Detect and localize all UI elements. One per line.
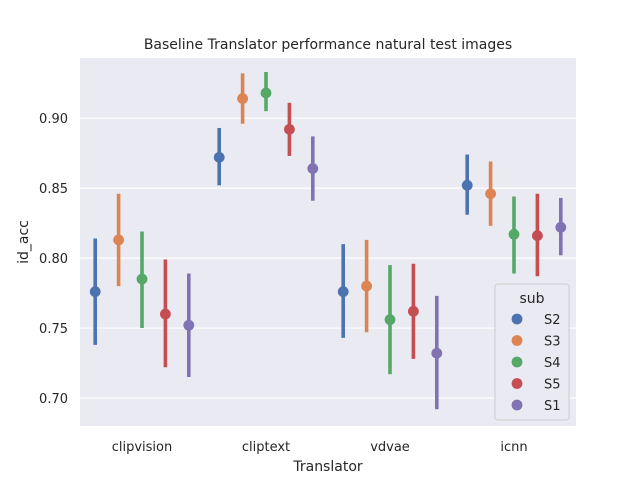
y-tick-label: 0.80 bbox=[39, 252, 68, 267]
legend-marker bbox=[511, 378, 523, 389]
data-point bbox=[532, 230, 543, 242]
legend-item-S3: S3 bbox=[511, 335, 561, 350]
data-point bbox=[183, 319, 195, 331]
data-point bbox=[384, 314, 396, 326]
data-point bbox=[555, 221, 567, 233]
data-point bbox=[508, 228, 520, 240]
series-S3 bbox=[113, 73, 496, 333]
plot-area bbox=[80, 58, 576, 426]
data-point bbox=[337, 286, 349, 298]
legend-marker bbox=[511, 399, 523, 411]
x-tick-labels: clipvision cliptext vdvae icnn bbox=[112, 440, 528, 455]
legend-item-S2: S2 bbox=[511, 313, 561, 328]
data-point bbox=[113, 234, 124, 246]
y-axis-label: id_acc bbox=[16, 220, 32, 264]
legend-label: S3 bbox=[544, 335, 561, 350]
data-point bbox=[485, 188, 496, 200]
x-tick-label: vdvae bbox=[370, 440, 410, 455]
data-point bbox=[431, 347, 443, 359]
legend-label: S2 bbox=[544, 313, 561, 328]
chart-title: Baseline Translator performance natural … bbox=[144, 37, 512, 53]
data-point bbox=[213, 151, 225, 163]
series-S1 bbox=[183, 136, 567, 410]
legend: sub S2 S3 S4 S5 S1 bbox=[494, 283, 570, 421]
data-point bbox=[160, 308, 171, 320]
data-point bbox=[307, 163, 319, 174]
x-tick-label: cliptext bbox=[242, 440, 290, 455]
x-tick-label: clipvision bbox=[112, 440, 173, 455]
data-point bbox=[284, 123, 295, 135]
series-S2 bbox=[89, 127, 473, 345]
legend-item-S1: S1 bbox=[511, 399, 561, 414]
legend-item-S4: S4 bbox=[511, 356, 561, 371]
legend-label: S5 bbox=[544, 378, 561, 393]
data-point bbox=[260, 87, 272, 99]
legend-marker bbox=[511, 313, 523, 325]
legend-marker bbox=[511, 356, 523, 368]
data-point bbox=[361, 280, 372, 292]
series-S4 bbox=[136, 71, 520, 375]
data-marks bbox=[89, 71, 567, 410]
legend-item-S5: S5 bbox=[511, 378, 561, 393]
x-axis-label: Translator bbox=[292, 459, 363, 475]
y-tick-label: 0.85 bbox=[39, 182, 68, 197]
data-point bbox=[136, 273, 148, 285]
y-tick-label: 0.75 bbox=[39, 322, 68, 337]
data-point bbox=[237, 93, 249, 104]
series-S5 bbox=[160, 102, 543, 368]
legend-marker bbox=[511, 335, 523, 346]
legend-label: S4 bbox=[544, 356, 561, 371]
data-point bbox=[461, 179, 473, 191]
legend-title: sub bbox=[519, 291, 544, 307]
y-tick-label: 0.90 bbox=[39, 112, 68, 127]
gridlines bbox=[80, 117, 576, 399]
data-point bbox=[89, 286, 101, 298]
data-point bbox=[408, 305, 419, 317]
y-tick-labels: 0.70 0.75 0.80 0.85 0.90 bbox=[39, 112, 68, 407]
y-tick-label: 0.70 bbox=[39, 392, 68, 407]
legend-label: S1 bbox=[544, 399, 561, 414]
x-tick-label: icnn bbox=[500, 440, 527, 455]
